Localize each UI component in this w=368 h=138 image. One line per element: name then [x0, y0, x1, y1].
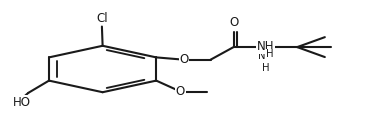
- Text: H: H: [266, 49, 273, 59]
- Text: O: O: [229, 16, 238, 29]
- Text: Cl: Cl: [96, 12, 108, 25]
- Text: NH
H: NH H: [258, 51, 273, 73]
- Text: HO: HO: [13, 96, 31, 109]
- Text: O: O: [176, 85, 185, 98]
- Text: NH: NH: [256, 40, 274, 53]
- Text: O: O: [179, 53, 189, 66]
